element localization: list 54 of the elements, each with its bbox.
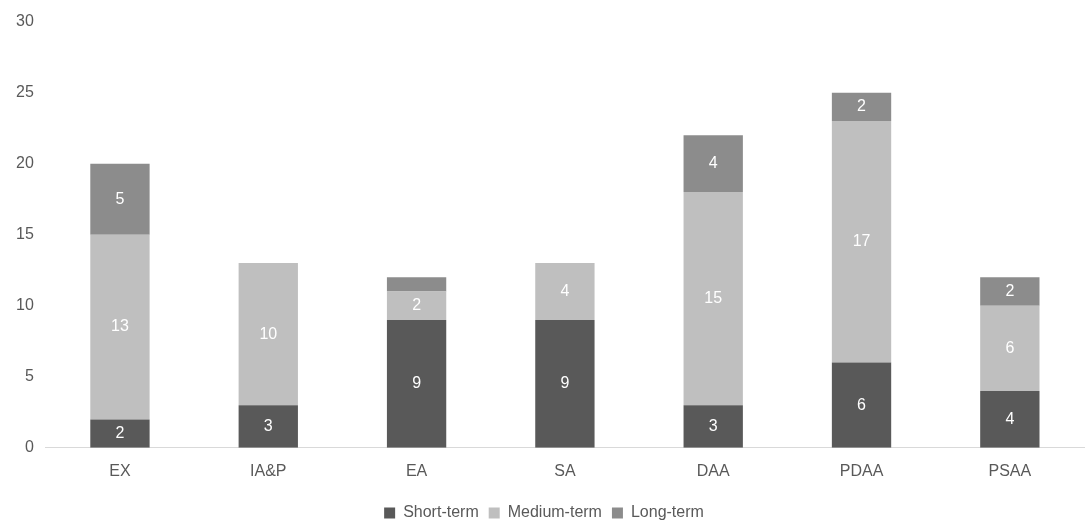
x-tick-label: SA: [554, 461, 576, 479]
bar: [90, 419, 150, 448]
bar: [535, 263, 595, 320]
data-label: 4: [708, 154, 718, 172]
data-label: 3: [263, 416, 273, 434]
bar: [980, 277, 1040, 306]
y-tick-label: 20: [16, 154, 34, 172]
data-label: 2: [115, 424, 125, 441]
bar: [386, 277, 447, 292]
data-label: 15: [704, 289, 723, 307]
legend-label: Medium-term: [507, 503, 602, 521]
bar: [831, 362, 892, 448]
bar: [535, 319, 595, 448]
data-label: 13: [111, 317, 129, 335]
data-label: 3: [708, 416, 718, 434]
bar: [831, 92, 892, 122]
data-label: 6: [1005, 338, 1015, 356]
data-label: 10: [259, 324, 278, 342]
bar: [386, 319, 447, 448]
x-tick-label: DAA: [696, 461, 730, 479]
bar: [90, 163, 150, 235]
bar: [980, 390, 1040, 448]
data-label: 17: [852, 232, 871, 250]
x-tick-label: PDAA: [839, 461, 884, 479]
data-label: 5: [115, 189, 125, 207]
x-tick-label: PSAA: [988, 461, 1032, 479]
bar: [386, 291, 447, 320]
bar: [683, 135, 743, 193]
data-label: 2: [1005, 281, 1015, 299]
x-tick-label: EX: [109, 461, 131, 479]
bar: [238, 405, 298, 448]
bar: [238, 263, 298, 406]
data-label: 2: [412, 296, 422, 314]
data-label: 6: [857, 395, 867, 413]
bar: [831, 121, 892, 363]
data-label: 4: [560, 281, 570, 299]
bar: [683, 405, 743, 448]
y-tick-label: 25: [16, 83, 34, 101]
legend-label: Short-term: [403, 503, 479, 521]
y-tick-label: 15: [16, 225, 34, 243]
bar: [90, 234, 150, 420]
legend-label: Long-term: [630, 503, 704, 521]
data-label: 2: [857, 97, 867, 115]
data-label: 4: [1005, 409, 1015, 427]
bar: [980, 305, 1040, 391]
data-label: 9: [412, 374, 422, 392]
y-tick-label: 0: [24, 438, 34, 456]
y-tick-label: 30: [16, 12, 34, 30]
bar: [683, 192, 743, 406]
x-tick-label: IA&P: [250, 461, 287, 479]
x-tick-label: EA: [405, 461, 428, 479]
y-tick-label: 5: [24, 367, 34, 385]
data-label: 9: [560, 374, 570, 392]
y-tick-label: 10: [16, 296, 34, 314]
